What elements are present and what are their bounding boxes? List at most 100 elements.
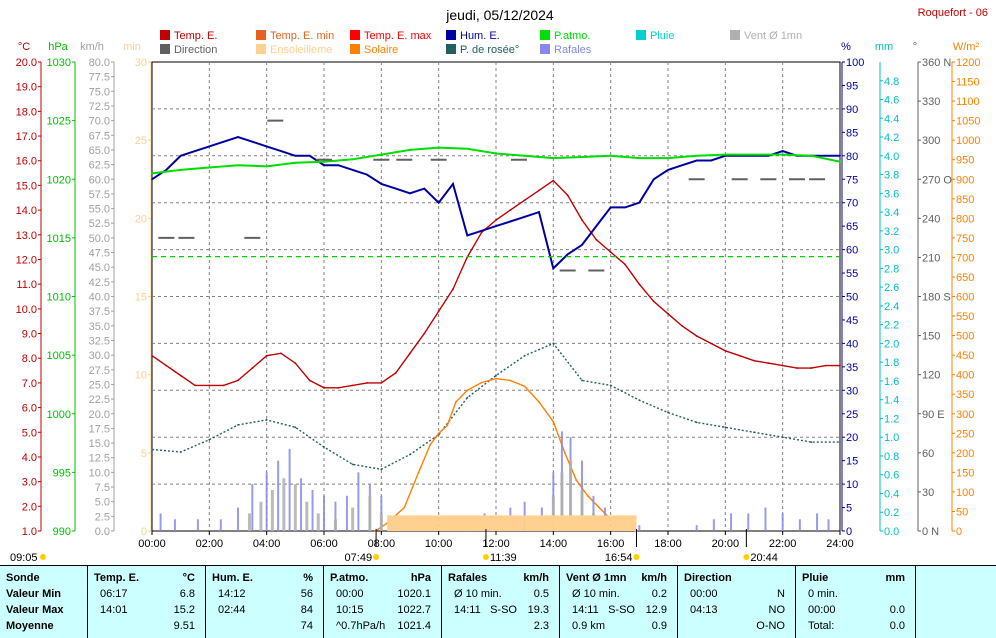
data-point (523, 215, 526, 218)
data-point (839, 160, 841, 163)
data-point (151, 448, 153, 451)
data-point (366, 381, 368, 384)
data-point (566, 194, 569, 197)
tick-label-press: 990 (53, 526, 71, 538)
tick-label-hum: 0 (846, 526, 852, 538)
weather-chart: jeudi, 05/12/2024 Roquefort - 06 Temp. E… (10, 7, 988, 564)
tick-label-press: 1020 (47, 174, 71, 186)
sunshine-bar (553, 515, 582, 531)
summary-cell-time: 06:17 (100, 588, 128, 600)
legend-swatch (350, 44, 360, 54)
x-tick-label: 06:00 (310, 538, 338, 550)
tick-label-temp: 13.0 (16, 230, 37, 242)
tick-label-wind: 55.0 (89, 204, 110, 216)
data-point (538, 189, 540, 192)
data-point (323, 164, 325, 167)
data-point (237, 136, 239, 138)
data-point (695, 159, 698, 162)
data-point (581, 219, 583, 221)
data-point (609, 154, 612, 157)
tick-label-wind: 77.5 (89, 72, 110, 84)
data-point (523, 385, 526, 388)
axis-unit-rain: mm (875, 41, 893, 53)
data-point (575, 479, 578, 482)
data-point (151, 354, 153, 357)
data-point (454, 401, 457, 403)
summary-cell-direction: S-SO (608, 604, 635, 616)
data-point (208, 145, 211, 148)
summary-cell-time: 14:12 (218, 588, 246, 600)
tick-label-wind: 62.5 (89, 160, 110, 172)
tick-label-temp: 10.0 (16, 304, 37, 316)
data-point (495, 225, 497, 228)
tick-label-temp: 12.0 (16, 254, 37, 266)
axis-unit-minutes: min (123, 41, 141, 53)
tick-label-temp: 4.0 (22, 452, 37, 464)
data-point (681, 164, 684, 167)
data-point (753, 431, 755, 434)
moon-icon (40, 554, 46, 560)
tick-label-minutes: 5 (141, 448, 147, 460)
sunshine-bar (610, 515, 628, 531)
data-point (495, 219, 497, 221)
series-layer (151, 119, 841, 532)
data-point (179, 154, 182, 157)
tick-label-solar: 300 (956, 409, 974, 421)
data-point (222, 140, 225, 143)
series-p-atmo- (151, 146, 841, 175)
data-point (179, 168, 182, 171)
summary-cell-value: 0.2 (651, 588, 667, 600)
data-point (466, 147, 469, 150)
summary-cell-value: 19.3 (527, 604, 549, 616)
summary-cell-value: 9.51 (173, 620, 195, 632)
data-point (595, 238, 598, 241)
tick-label-temp: 2.0 (22, 501, 37, 513)
data-point (495, 152, 497, 155)
series-direction (158, 119, 826, 272)
tick-label-rain: 1.8 (884, 357, 899, 369)
data-point (552, 342, 555, 345)
data-point (446, 424, 449, 427)
tick-label-solar: 950 (956, 155, 974, 167)
data-point (429, 444, 431, 446)
tick-label-wind: 75.0 (89, 86, 110, 98)
summary-unit: hPa (410, 572, 431, 584)
data-point (323, 446, 325, 448)
data-point (480, 381, 483, 384)
summary-cell-value: 84 (300, 604, 313, 616)
data-point (710, 159, 712, 162)
data-point (638, 399, 641, 402)
data-point (810, 367, 813, 369)
data-point (509, 209, 512, 212)
data-point (265, 419, 268, 421)
tick-label-wind: 35.0 (89, 321, 110, 333)
data-point (466, 389, 469, 392)
legend-swatch (446, 30, 456, 40)
x-tick-label: 10:00 (425, 538, 453, 550)
data-point (323, 160, 325, 163)
data-point (452, 183, 454, 185)
tick-label-rain: 2.4 (884, 301, 899, 313)
data-point (409, 453, 411, 456)
summary-cell-value: 0.0 (889, 604, 905, 616)
time-markers: 09:05 07:49 11:39 16:54 20:44 (10, 529, 778, 564)
summary-header: Direction (684, 572, 732, 584)
summary-cell-time: Ø 10 min. (454, 588, 502, 600)
data-point (710, 342, 712, 345)
summary-cell-value: N (777, 588, 785, 600)
tick-label-temp: 11.0 (16, 279, 37, 291)
tick-label-dir: 330 (922, 96, 940, 108)
x-tick-label: 08:00 (368, 538, 396, 550)
tick-label-minutes: 15 (135, 292, 147, 304)
data-point (208, 166, 211, 169)
tick-label-minutes: 0 (141, 526, 147, 538)
data-point (480, 229, 483, 232)
tick-label-wind: 50.0 (89, 233, 110, 245)
data-point (695, 154, 698, 157)
legend-label: Temp. E. (174, 30, 217, 42)
tick-label-rain: 2.2 (884, 320, 899, 332)
tick-label-press: 1015 (47, 233, 71, 245)
tick-label-rain: 1.6 (884, 376, 899, 388)
summary-cell-time: ^0.7hPa/h (336, 620, 386, 632)
tick-label-hum: 80 (846, 151, 858, 163)
